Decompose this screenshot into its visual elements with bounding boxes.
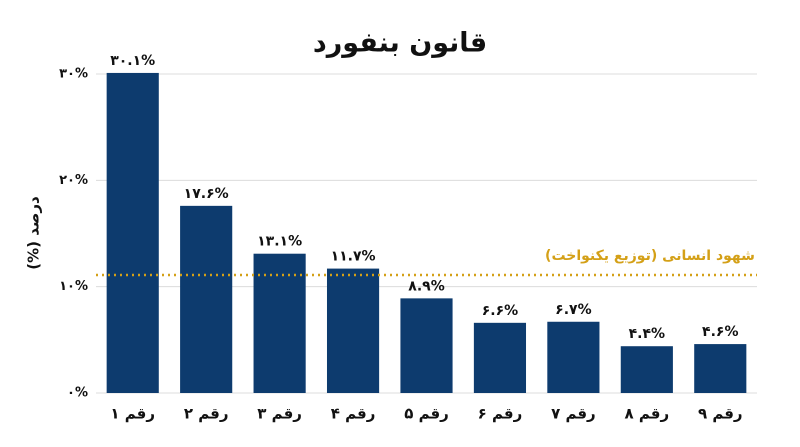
bar — [547, 321, 600, 393]
value-label: ۳۰.۱% — [110, 53, 155, 69]
y-axis-label: درصد (%) — [25, 196, 43, 270]
value-label: ۱۳.۱% — [257, 234, 302, 250]
x-tick-label: رقم ۹ — [698, 405, 743, 423]
x-tick-label: رقم ۳ — [257, 405, 302, 423]
bar — [180, 205, 233, 393]
value-label: ۱۱.۷% — [331, 249, 376, 265]
x-tick-label: رقم ۱ — [110, 405, 155, 423]
value-label: ۸.۹% — [408, 278, 444, 294]
x-tick-label: رقم ۸ — [625, 405, 670, 423]
value-label: ۴.۴% — [629, 326, 665, 342]
bar — [694, 344, 747, 393]
x-tick-label: رقم ۵ — [404, 405, 449, 423]
chart-title: قانون بنفورد — [313, 28, 487, 59]
value-label: ۱۷.۶% — [184, 186, 229, 202]
y-tick-label: ۳۰% — [59, 67, 88, 82]
y-tick-label: ۲۰% — [59, 173, 88, 188]
bar — [473, 322, 527, 393]
bar — [326, 268, 380, 393]
value-label: ۶.۷% — [555, 302, 591, 318]
x-tick-label: رقم ۷ — [551, 405, 596, 423]
bar — [253, 253, 306, 393]
x-tick-label: رقم ۶ — [478, 405, 523, 423]
x-tick-label: رقم ۴ — [331, 405, 376, 423]
value-label: ۶.۶% — [482, 303, 518, 319]
value-label: ۴.۶% — [702, 324, 738, 340]
y-tick-label: ۱۰% — [59, 279, 88, 294]
x-tick-label: رقم ۲ — [184, 405, 229, 423]
bar — [620, 346, 673, 393]
bar — [400, 298, 453, 393]
y-tick-label: ۰% — [67, 386, 88, 401]
bar — [106, 72, 159, 393]
reference-label: شهود انسانی (توزیع یکنواخت) — [545, 248, 755, 264]
